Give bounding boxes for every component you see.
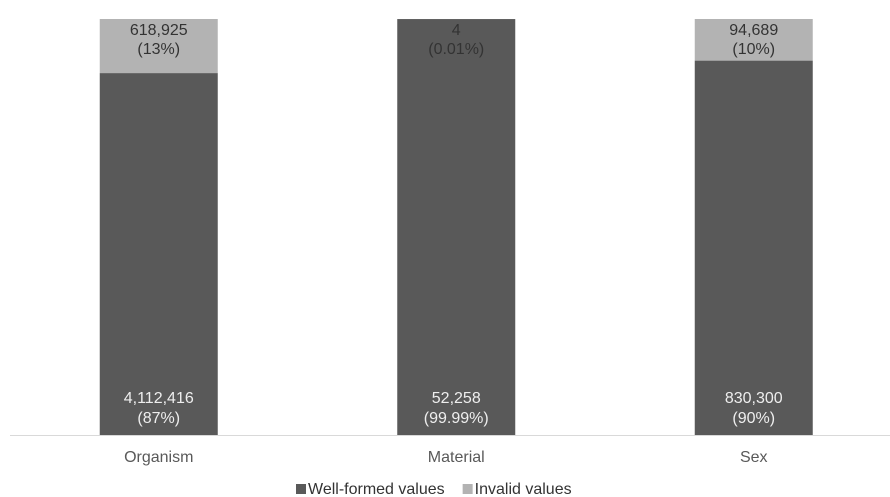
value-label: (87%) [137,410,180,427]
legend-label: Invalid values [475,481,572,497]
legend-label: Well-formed values [308,481,445,497]
value-label: (0.01%) [428,41,484,58]
value-label: (99.99%) [424,410,489,427]
x-tick-label: Sex [740,449,768,466]
bar-segment [99,73,218,435]
legend-swatch [462,484,473,494]
bar-segment [694,19,813,61]
count-label: 618,925 [130,22,188,39]
value-label: (90%) [732,410,775,427]
count-label: 4,112,416 [124,390,194,407]
count-label: 830,300 [725,390,783,407]
bar-segment [397,19,516,436]
value-label: (13%) [137,41,180,58]
legend-swatch [296,484,306,494]
count-label: 94,689 [729,22,778,39]
count-label: 4 [452,22,461,39]
value-label: (10%) [732,41,775,58]
bar-segment [99,19,218,74]
bar-segment [694,60,813,435]
x-tick-label: Organism [124,449,193,466]
x-tick-label: Material [428,449,485,466]
count-label: 52,258 [432,390,481,407]
